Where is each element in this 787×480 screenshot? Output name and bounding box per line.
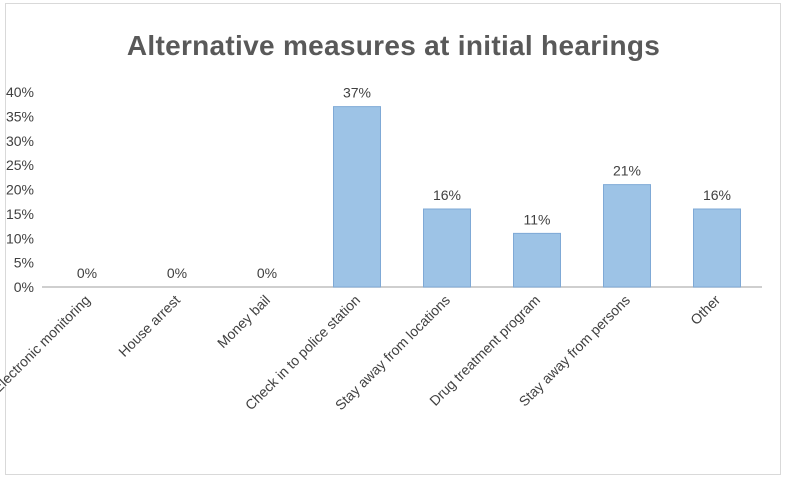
data-label: 16% xyxy=(703,187,731,203)
y-tick-label: 10% xyxy=(6,230,34,246)
bar xyxy=(423,208,471,288)
bar xyxy=(603,184,651,288)
y-tick-label: 40% xyxy=(6,84,34,100)
x-tick-label: House arrest xyxy=(115,292,183,360)
bar xyxy=(333,106,381,288)
x-tick-label: Other xyxy=(687,292,723,328)
data-label: 21% xyxy=(613,163,641,179)
y-tick-label: 5% xyxy=(14,255,34,271)
data-label: 37% xyxy=(343,85,371,101)
data-label: 11% xyxy=(524,211,551,227)
y-tick-label: 30% xyxy=(6,133,34,149)
bar xyxy=(513,232,561,288)
chart-frame xyxy=(5,3,781,475)
data-label: 0% xyxy=(167,265,187,281)
data-label: 0% xyxy=(77,265,97,281)
y-tick-label: 0% xyxy=(14,279,34,295)
y-tick-label: 25% xyxy=(6,157,34,173)
y-tick-label: 20% xyxy=(6,182,34,198)
data-label: 16% xyxy=(433,187,461,203)
data-label: 0% xyxy=(257,265,277,281)
x-tick-label: Money bail xyxy=(214,292,273,351)
bar xyxy=(693,208,741,288)
x-tick-label: Electronic monitoring xyxy=(0,292,93,396)
chart-title: Alternative measures at initial hearings xyxy=(126,30,661,61)
y-tick-label: 35% xyxy=(6,108,34,124)
y-tick-label: 15% xyxy=(6,206,34,222)
